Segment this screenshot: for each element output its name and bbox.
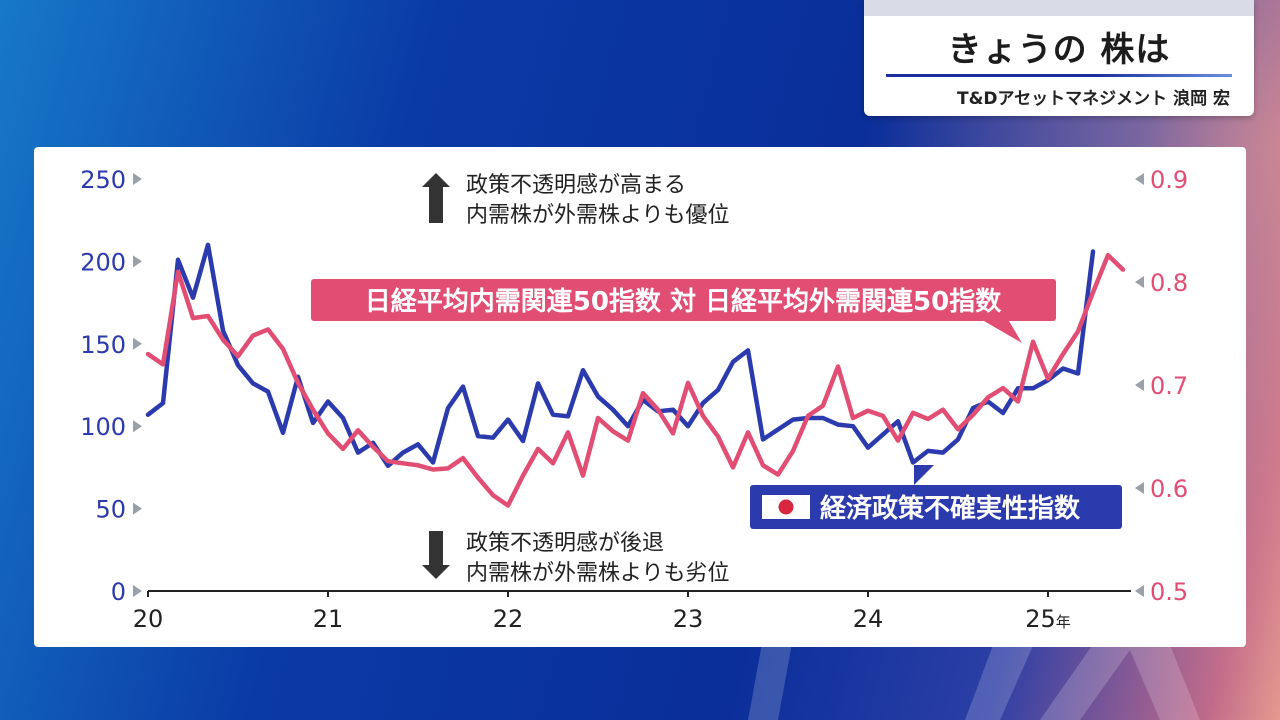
series-line-domestic-external-ratio bbox=[145, 252, 1126, 508]
chart-card: 250 200 150 100 50 0 0.9 0.8 0.7 0.6 0.5 20 21 22 23… bbox=[34, 147, 1246, 647]
y-left-tick-marker bbox=[133, 585, 142, 597]
y-right-tick-marker bbox=[1135, 585, 1144, 597]
page-title: きょうの 株は bbox=[947, 30, 1171, 70]
y-axis-left: 250 200 150 100 50 0 bbox=[80, 166, 142, 606]
down-arrow-icon bbox=[422, 531, 450, 579]
y-right-tick-marker bbox=[1135, 482, 1144, 494]
y-left-tick-marker bbox=[133, 255, 142, 268]
title-card: きょうの 株は T&Dアセットマネジメント 浪岡 宏 bbox=[864, 0, 1254, 116]
title-top-band bbox=[864, 0, 1254, 16]
y-axis-right: 0.9 0.8 0.7 0.6 0.5 bbox=[1135, 166, 1188, 606]
series-label-blue-box bbox=[750, 485, 1122, 529]
down-annotation: 政策不透明感が後退 内需株が外需株よりも劣位 bbox=[422, 531, 730, 586]
y-left-tick-label: 100 bbox=[80, 413, 126, 441]
y-left-tick-label: 50 bbox=[95, 496, 126, 524]
y-right-tick-label: 0.8 bbox=[1150, 269, 1188, 297]
y-right-tick-marker bbox=[1135, 276, 1144, 288]
down-annotation-line2: 内需株が外需株よりも劣位 bbox=[466, 561, 730, 586]
x-axis: 20 21 22 23 24 25年 bbox=[133, 591, 1071, 633]
x-tick-label: 22 bbox=[493, 605, 524, 633]
chart-svg: 250 200 150 100 50 0 0.9 0.8 0.7 0.6 0.5 20 21 22 23… bbox=[80, 166, 1188, 633]
y-right-tick-marker bbox=[1135, 173, 1144, 185]
y-left-tick-marker bbox=[133, 337, 142, 350]
up-annotation-line1: 政策不透明感が高まる bbox=[466, 173, 686, 198]
up-arrow-icon bbox=[422, 173, 450, 223]
y-left-tick-marker bbox=[133, 420, 142, 433]
title-divider bbox=[886, 74, 1232, 77]
y-left-tick-label: 250 bbox=[80, 166, 126, 194]
y-right-tick-label: 0.5 bbox=[1150, 578, 1188, 606]
up-annotation: 政策不透明感が高まる 内需株が外需株よりも優位 bbox=[422, 173, 730, 228]
down-annotation-line1: 政策不透明感が後退 bbox=[466, 531, 664, 556]
series-label-blue-text: 経済政策不確実性指数 bbox=[820, 493, 1081, 524]
japan-flag-icon bbox=[762, 495, 810, 519]
series-label-pink-box bbox=[311, 279, 1056, 321]
up-annotation-line2: 内需株が外需株よりも優位 bbox=[466, 203, 730, 228]
y-right-tick-label: 0.7 bbox=[1150, 372, 1188, 400]
y-left-tick-label: 150 bbox=[80, 331, 126, 359]
x-tick-label: 20 bbox=[133, 605, 164, 633]
series-label-pink-text: 日経平均内需関連50指数 対 日経平均外需関連50指数 bbox=[365, 286, 1002, 317]
x-tick-label: 24 bbox=[853, 605, 884, 633]
x-tick-label: 21 bbox=[313, 605, 344, 633]
y-left-tick-marker bbox=[133, 173, 142, 185]
x-tick-label: 25年 bbox=[1025, 605, 1071, 633]
y-left-tick-label: 200 bbox=[80, 248, 126, 276]
series-line-uncertainty bbox=[145, 242, 1096, 469]
y-left-tick-label: 0 bbox=[111, 578, 126, 606]
page-subtitle: T&Dアセットマネジメント 浪岡 宏 bbox=[956, 89, 1230, 109]
series-label-blue: 経済政策不確実性指数 bbox=[750, 465, 1122, 529]
y-left-tick-marker bbox=[133, 502, 142, 515]
series-layer bbox=[145, 242, 1126, 508]
series-label-pink-pointer bbox=[984, 321, 1022, 343]
series-label-pink: 日経平均内需関連50指数 対 日経平均外需関連50指数 bbox=[311, 279, 1056, 343]
y-right-tick-marker bbox=[1135, 379, 1144, 391]
y-right-tick-label: 0.9 bbox=[1150, 166, 1188, 194]
y-right-tick-label: 0.6 bbox=[1150, 475, 1188, 503]
series-label-blue-pointer bbox=[914, 465, 934, 485]
x-tick-label: 23 bbox=[673, 605, 704, 633]
